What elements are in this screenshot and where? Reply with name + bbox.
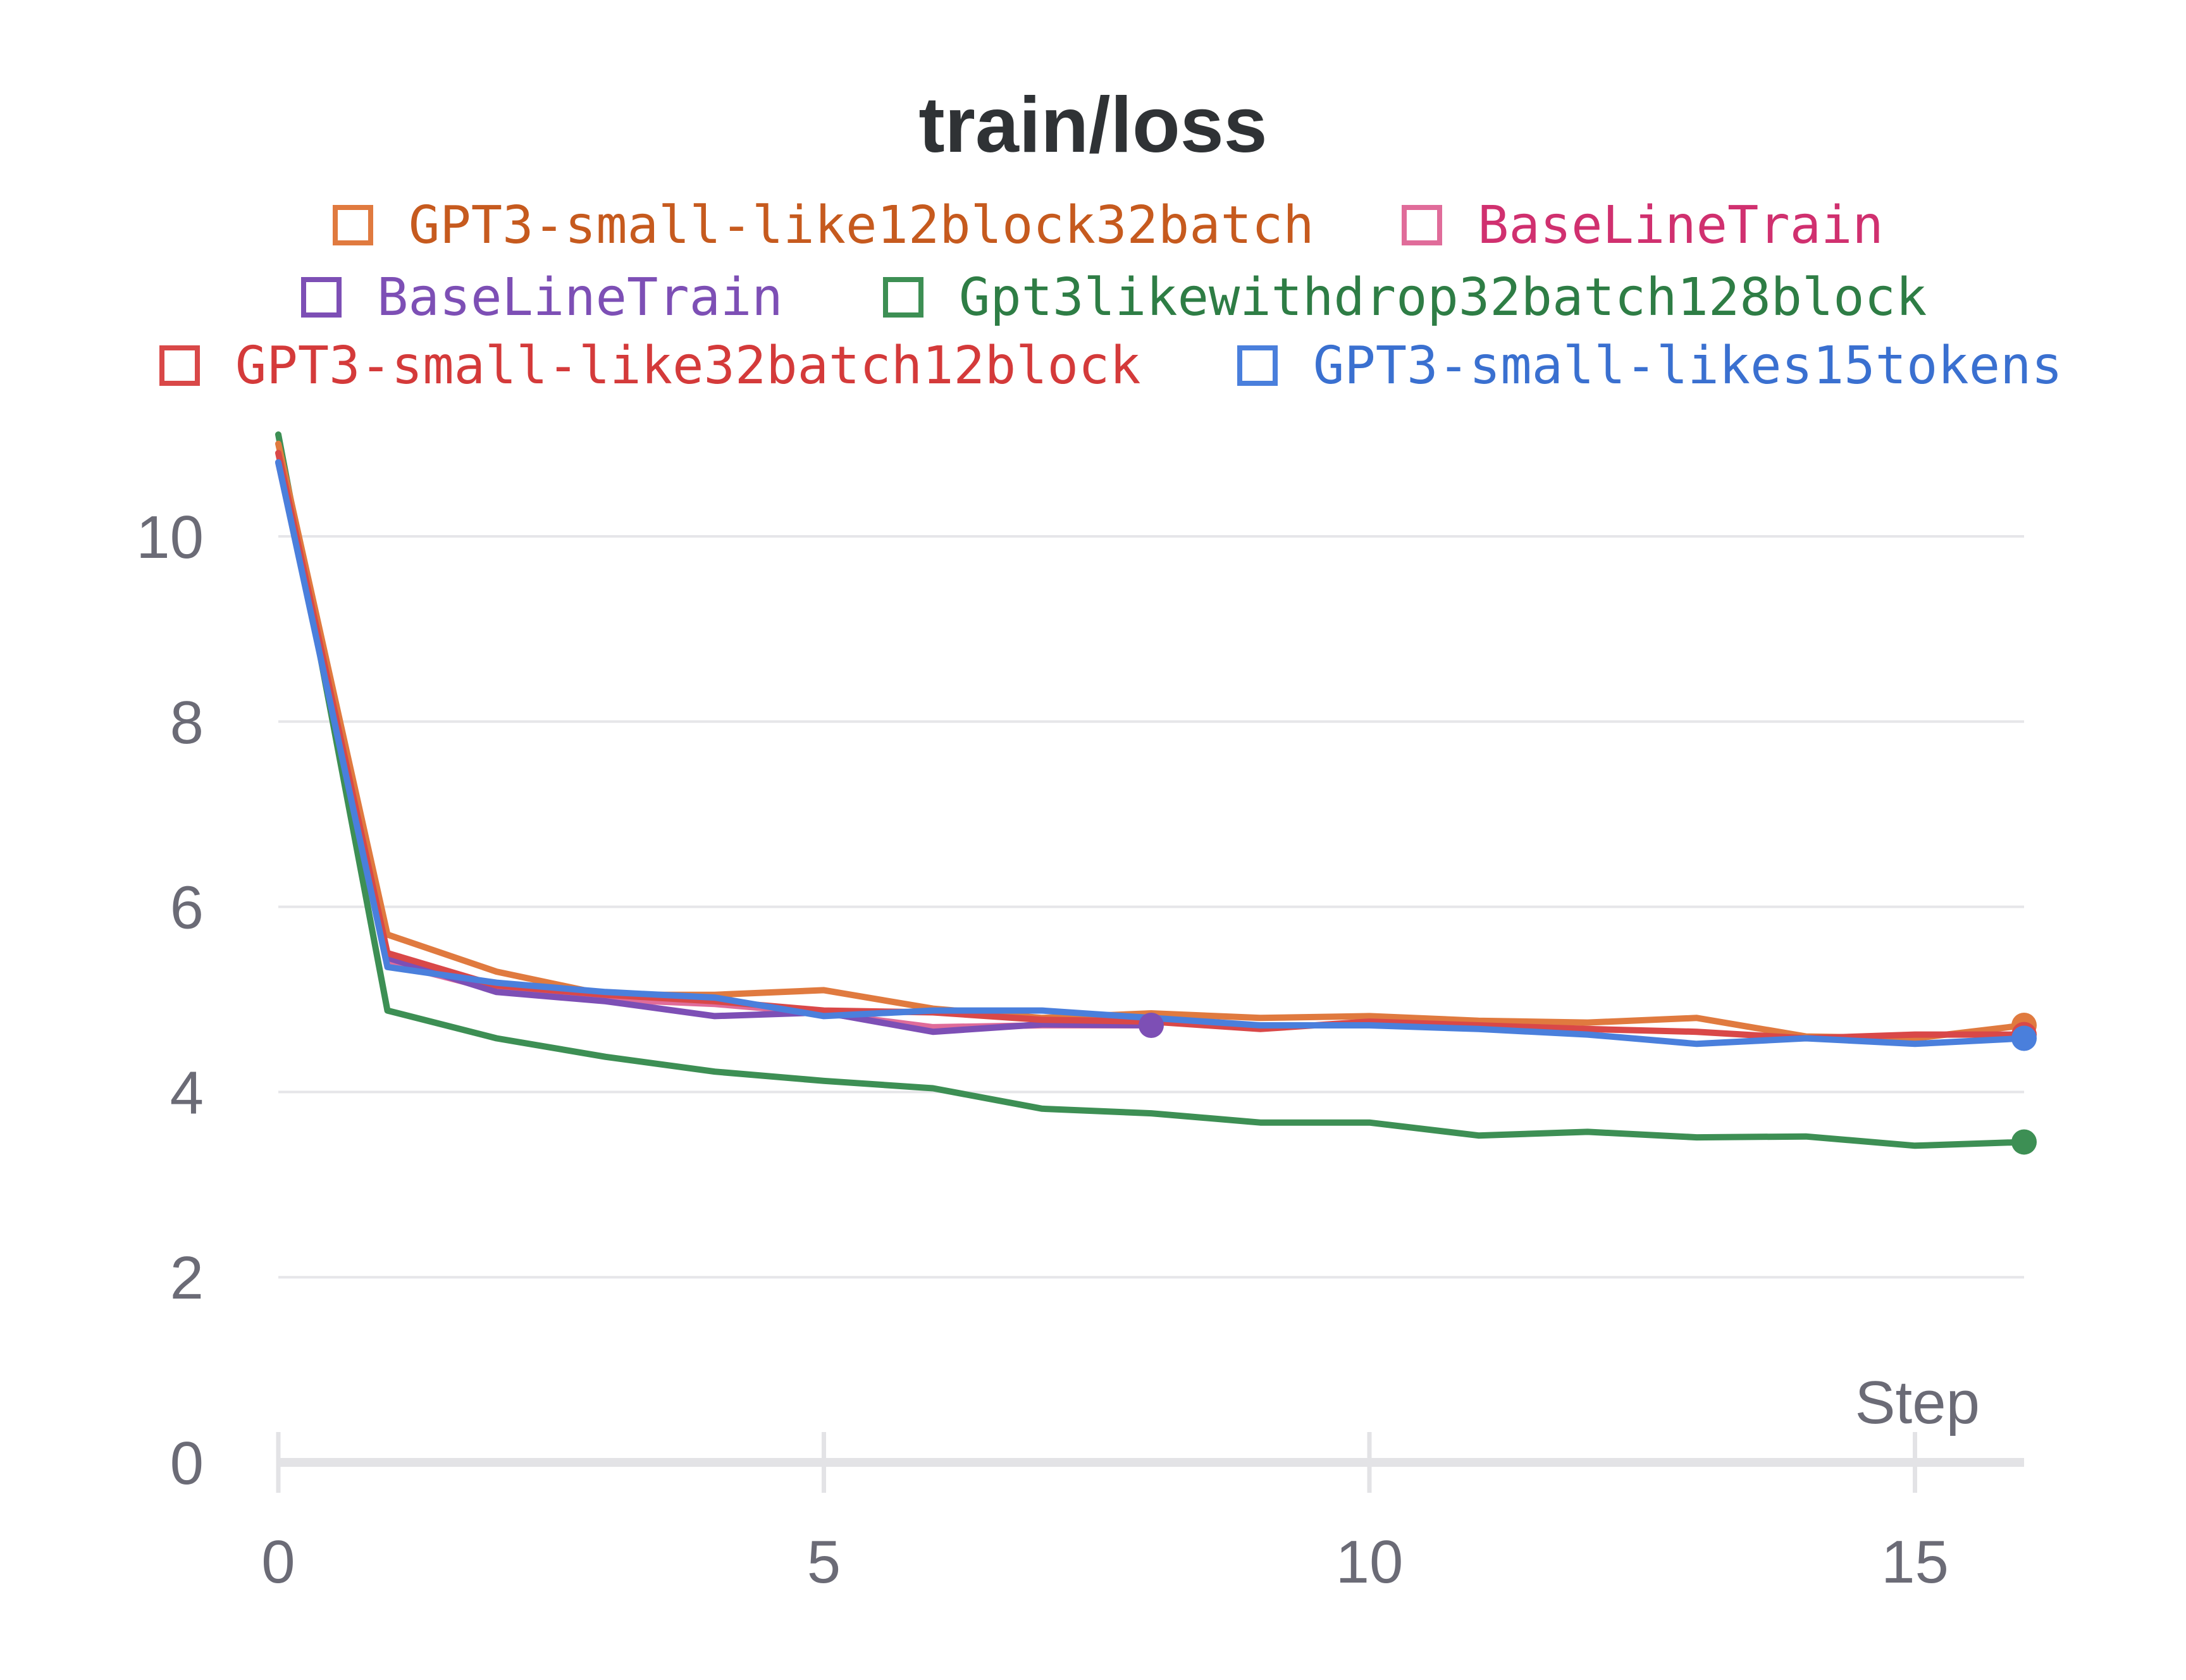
legend-swatch xyxy=(1402,205,1442,245)
x-axis: 0 5 10 15 xyxy=(261,1432,2024,1596)
grid-lines xyxy=(278,535,2024,1279)
legend-swatch xyxy=(883,277,923,318)
legend-label: BaseLineTrain xyxy=(377,268,783,328)
legend-item[interactable]: GPT3-small-like12block32batch xyxy=(333,195,1314,256)
y-tick-label: 0 xyxy=(170,1430,204,1497)
x-tick-label: 0 xyxy=(261,1528,295,1596)
legend-swatch xyxy=(159,345,200,386)
y-tick-label: 10 xyxy=(136,503,204,571)
x-axis-label: Step xyxy=(1855,1369,1980,1436)
series-lines xyxy=(275,431,2037,1155)
y-tick-label: 4 xyxy=(170,1059,204,1127)
legend-item[interactable]: Gpt3likewithdrop32batch128block xyxy=(883,268,1927,328)
series-line xyxy=(275,440,2027,1042)
series-endpoint xyxy=(2011,1129,2037,1155)
legend-label: GPT3-small-like12block32batch xyxy=(409,195,1314,256)
legend-item[interactable]: BaseLineTrain xyxy=(301,268,783,328)
legend: GPT3-small-like12block32batch BaseLineTra… xyxy=(159,195,2063,396)
legend-swatch xyxy=(1237,345,1278,386)
legend-label: GPT3-small-like32batch12block xyxy=(235,336,1141,396)
legend-label: Gpt3likewithdrop32batch128block xyxy=(959,268,1927,328)
legend-item[interactable]: BaseLineTrain xyxy=(1402,195,1884,256)
series-endpoint xyxy=(2011,1025,2037,1051)
legend-label: GPT3-small-likes15tokens xyxy=(1313,336,2063,396)
series-line xyxy=(275,459,2027,1047)
series-endpoint xyxy=(1139,1012,1164,1038)
legend-item[interactable]: GPT3-small-likes15tokens xyxy=(1237,336,2063,396)
y-tick-label: 8 xyxy=(170,689,204,757)
legend-item[interactable]: GPT3-small-like32batch12block xyxy=(159,336,1141,396)
legend-swatch xyxy=(301,277,342,318)
y-axis-ticks: 0 2 4 6 8 10 xyxy=(136,503,204,1497)
y-tick-label: 2 xyxy=(170,1244,204,1312)
legend-label: BaseLineTrain xyxy=(1478,195,1884,256)
x-tick-label: 15 xyxy=(1881,1528,1949,1596)
x-tick-label: 5 xyxy=(807,1528,841,1596)
series-line xyxy=(275,431,2027,1149)
series-line xyxy=(275,450,2027,1042)
chart-title: train/loss xyxy=(918,82,1267,169)
series-line xyxy=(275,459,1154,1035)
y-tick-label: 6 xyxy=(170,874,204,942)
x-tick-label: 10 xyxy=(1336,1528,1404,1596)
legend-swatch xyxy=(333,205,373,245)
